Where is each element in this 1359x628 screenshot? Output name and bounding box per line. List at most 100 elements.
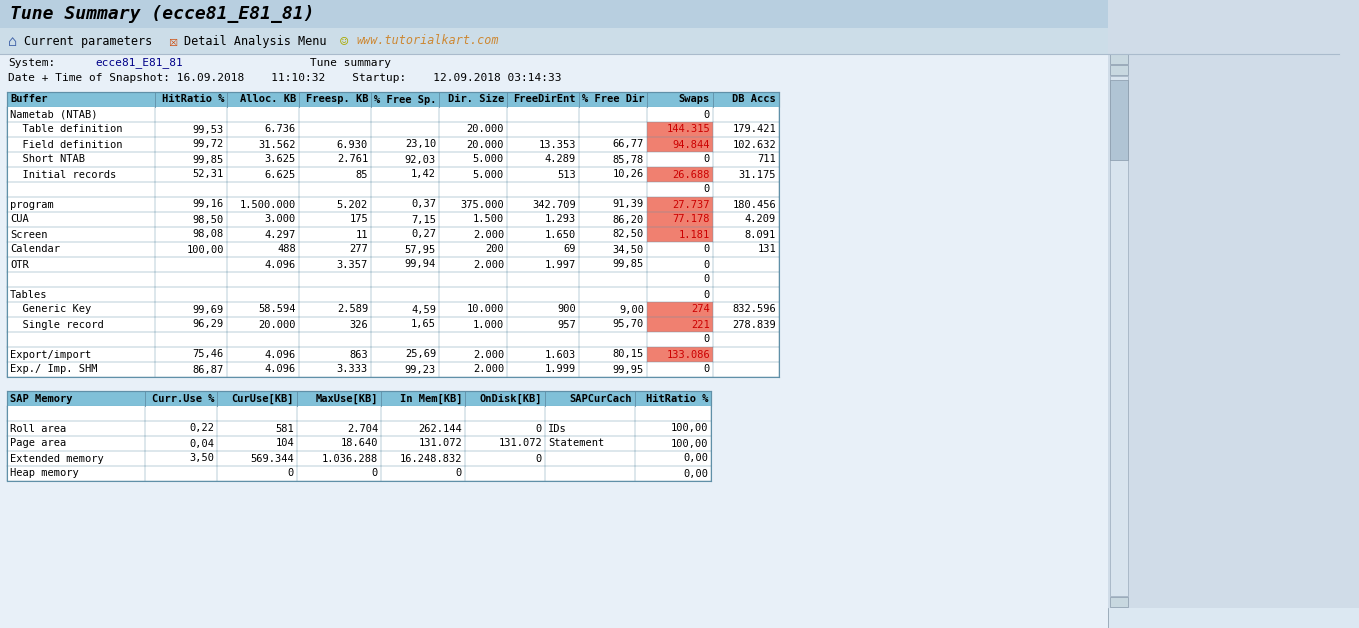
Text: 99,23: 99,23 (405, 364, 436, 374)
Text: 10,26: 10,26 (613, 170, 644, 180)
Text: 0,22: 0,22 (189, 423, 213, 433)
Text: 100,00: 100,00 (670, 423, 708, 433)
Text: 1.500.000: 1.500.000 (239, 200, 296, 210)
Text: 3,50: 3,50 (189, 453, 213, 463)
Text: 569.344: 569.344 (250, 453, 294, 463)
Bar (0, 0, 1359, 28)
Text: 6.625: 6.625 (265, 170, 296, 180)
Text: Swaps: Swaps (678, 94, 709, 104)
Text: Roll area: Roll area (10, 423, 67, 433)
Text: Current parameters: Current parameters (24, 35, 152, 48)
Text: Extended memory: Extended memory (10, 453, 103, 463)
Text: 131.072: 131.072 (499, 438, 542, 448)
Text: 0: 0 (704, 154, 709, 165)
Text: OTR: OTR (10, 259, 29, 269)
Text: Statement: Statement (548, 438, 605, 448)
Text: 34,50: 34,50 (613, 244, 644, 254)
Text: 6.930: 6.930 (337, 139, 368, 149)
Bar (0, 608, 14, 628)
Text: 375.000: 375.000 (461, 200, 504, 210)
Bar (0, 28, 1359, 54)
Text: 99,85: 99,85 (613, 259, 644, 269)
Text: Freesp. KB: Freesp. KB (306, 94, 368, 104)
Text: 1.036.288: 1.036.288 (322, 453, 378, 463)
Bar (647, 137, 713, 152)
Text: 3.333: 3.333 (337, 364, 368, 374)
Text: 95,70: 95,70 (613, 320, 644, 330)
Text: 20.000: 20.000 (466, 139, 504, 149)
Text: 31.562: 31.562 (258, 139, 296, 149)
Text: 2.000: 2.000 (473, 229, 504, 239)
Text: 25,69: 25,69 (405, 350, 436, 359)
Text: 1.181: 1.181 (678, 229, 709, 239)
Text: 85,78: 85,78 (613, 154, 644, 165)
Text: 26.688: 26.688 (673, 170, 709, 180)
Text: Exp./ Imp. SHM: Exp./ Imp. SHM (10, 364, 98, 374)
Text: 900: 900 (557, 305, 576, 315)
Text: CUA: CUA (10, 215, 29, 224)
Text: Short NTAB: Short NTAB (10, 154, 86, 165)
Text: Generic Key: Generic Key (10, 305, 91, 315)
Text: 200: 200 (485, 244, 504, 254)
Text: ☒: ☒ (169, 33, 177, 48)
Text: www.tutorialkart.com: www.tutorialkart.com (356, 35, 499, 48)
Text: 99,69: 99,69 (193, 305, 224, 315)
Text: 3.000: 3.000 (265, 215, 296, 224)
Text: 0: 0 (704, 364, 709, 374)
Bar (647, 227, 713, 242)
Text: 4.289: 4.289 (545, 154, 576, 165)
Bar (1110, 54, 1128, 64)
Text: 326: 326 (349, 320, 368, 330)
Text: % Free Sp.: % Free Sp. (374, 94, 436, 104)
Text: System:: System: (8, 58, 56, 68)
Text: 80,15: 80,15 (613, 350, 644, 359)
Text: 99,85: 99,85 (193, 154, 224, 165)
Text: 274: 274 (692, 305, 709, 315)
Text: Curr.Use %: Curr.Use % (151, 394, 213, 404)
Text: 278.839: 278.839 (733, 320, 776, 330)
Text: 20.000: 20.000 (258, 320, 296, 330)
Text: HitRatio %: HitRatio % (162, 94, 224, 104)
Text: 0: 0 (704, 335, 709, 345)
Text: Field definition: Field definition (10, 139, 122, 149)
Text: 262.144: 262.144 (419, 423, 462, 433)
Text: 94.844: 94.844 (673, 139, 709, 149)
Text: Dir. Size: Dir. Size (447, 94, 504, 104)
Text: 99,94: 99,94 (405, 259, 436, 269)
Text: Nametab (NTAB): Nametab (NTAB) (10, 109, 98, 119)
Text: 2.704: 2.704 (347, 423, 378, 433)
Text: 175: 175 (349, 215, 368, 224)
Text: SAP Memory: SAP Memory (10, 394, 72, 404)
Text: DB Accs: DB Accs (733, 94, 776, 104)
Text: 23,10: 23,10 (405, 139, 436, 149)
Text: 91,39: 91,39 (613, 200, 644, 210)
Text: Detail Analysis Menu: Detail Analysis Menu (183, 35, 326, 48)
Text: 0: 0 (704, 109, 709, 119)
Text: MaxUse[KB]: MaxUse[KB] (315, 393, 378, 404)
Bar (0, 608, 1359, 628)
Text: 957: 957 (557, 320, 576, 330)
Text: 5.000: 5.000 (473, 170, 504, 180)
Text: 1.999: 1.999 (545, 364, 576, 374)
Text: Initial records: Initial records (10, 170, 117, 180)
Text: Tune Summary (ecce81_E81_81): Tune Summary (ecce81_E81_81) (10, 5, 314, 23)
Text: 98,50: 98,50 (193, 215, 224, 224)
Text: 0,37: 0,37 (410, 200, 436, 210)
Bar (647, 317, 713, 332)
Text: 2.000: 2.000 (473, 259, 504, 269)
Text: 0: 0 (704, 259, 709, 269)
Text: 92,03: 92,03 (405, 154, 436, 165)
Bar (0, 54, 1108, 628)
Text: Alloc. KB: Alloc. KB (239, 94, 296, 104)
Text: 0,27: 0,27 (410, 229, 436, 239)
Text: HitRatio %: HitRatio % (646, 394, 708, 404)
Text: IDs: IDs (548, 423, 567, 433)
Bar (647, 122, 713, 137)
Text: 1.000: 1.000 (473, 320, 504, 330)
Text: 99,72: 99,72 (193, 139, 224, 149)
Text: 31.175: 31.175 (738, 170, 776, 180)
Bar (1108, 0, 1359, 628)
Text: Tune summary: Tune summary (310, 58, 391, 68)
Bar (514, 612, 594, 624)
Text: 0,04: 0,04 (189, 438, 213, 448)
